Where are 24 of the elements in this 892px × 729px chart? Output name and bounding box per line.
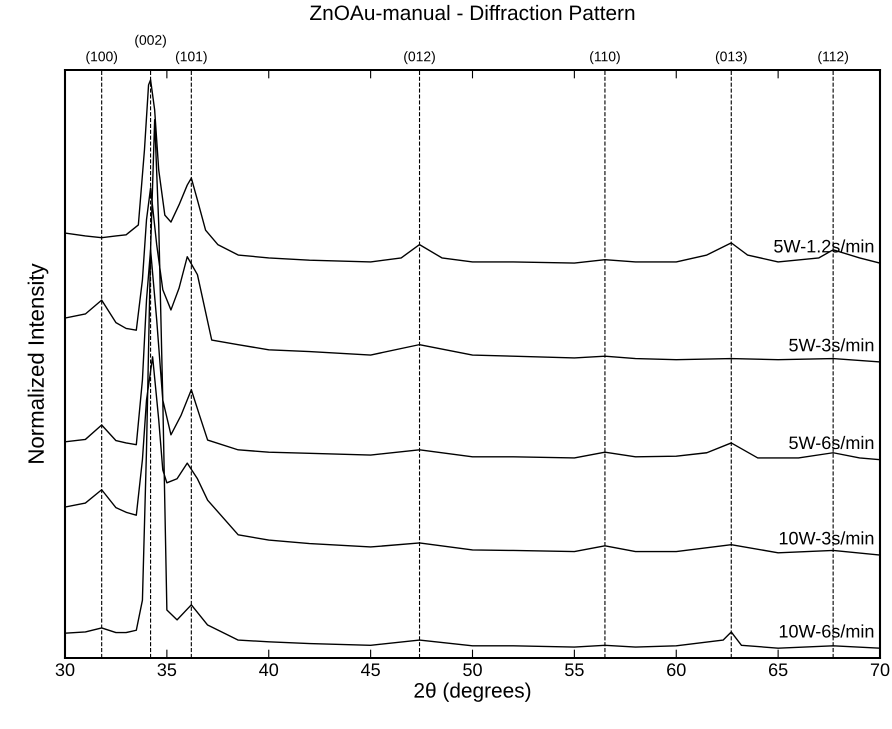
x-tick-label: 40 xyxy=(259,663,278,676)
x-tick-label: 60 xyxy=(667,663,686,676)
text: (100) xyxy=(86,51,118,64)
x-tick-label: 70 xyxy=(870,663,890,676)
x-tick-label: 30 xyxy=(56,663,74,676)
series-label: 10W-6s/min xyxy=(780,624,874,638)
text: (013) xyxy=(716,51,747,64)
series-label: 5W-1.2s/min xyxy=(774,239,874,253)
text: (112) xyxy=(818,51,848,64)
series-label: 10W-3s/min xyxy=(780,531,874,545)
x-axis-title: 2θ (degrees) xyxy=(414,682,530,702)
x-tick-label: 65 xyxy=(769,663,788,676)
text: (101) xyxy=(176,51,207,64)
y-axis-title: Normalized Intensity xyxy=(28,263,48,463)
x-tick-label: 55 xyxy=(565,664,584,676)
x-tick-label: 50 xyxy=(463,663,482,676)
x-tick-label: 45 xyxy=(361,664,380,676)
text: (002) xyxy=(135,34,166,48)
series-label: 5W-3s/min xyxy=(789,338,874,352)
text: (110) xyxy=(590,51,620,64)
text: (012) xyxy=(404,51,435,64)
x-tick-label: 35 xyxy=(158,663,176,676)
chart-title: ZnOAu-manual - Diffraction Pattern xyxy=(310,4,634,20)
series-label: 5W-6s/min xyxy=(789,436,874,450)
